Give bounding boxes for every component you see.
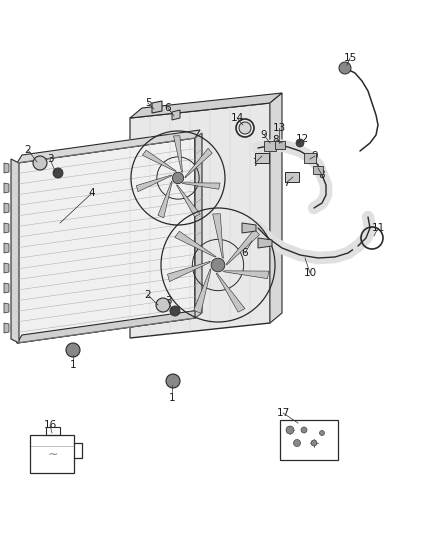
Polygon shape bbox=[285, 172, 299, 182]
Text: 15: 15 bbox=[343, 53, 357, 63]
Text: 6: 6 bbox=[165, 103, 171, 113]
Text: 2: 2 bbox=[145, 290, 151, 300]
Polygon shape bbox=[17, 310, 200, 343]
Text: 7: 7 bbox=[252, 158, 258, 168]
Text: 8: 8 bbox=[319, 170, 325, 180]
Polygon shape bbox=[4, 203, 9, 213]
Polygon shape bbox=[173, 136, 182, 173]
Text: 10: 10 bbox=[304, 268, 317, 278]
Polygon shape bbox=[167, 261, 210, 281]
Circle shape bbox=[301, 427, 307, 433]
Polygon shape bbox=[158, 181, 172, 218]
Polygon shape bbox=[226, 229, 259, 265]
Circle shape bbox=[211, 258, 225, 272]
Bar bbox=[46, 427, 60, 435]
Text: 16: 16 bbox=[43, 420, 57, 430]
Text: $\sim$: $\sim$ bbox=[45, 447, 59, 459]
Circle shape bbox=[156, 298, 170, 312]
Circle shape bbox=[286, 426, 294, 434]
Circle shape bbox=[66, 343, 80, 357]
Polygon shape bbox=[182, 183, 220, 189]
Circle shape bbox=[170, 306, 180, 316]
Polygon shape bbox=[195, 133, 202, 318]
Circle shape bbox=[239, 122, 251, 134]
Polygon shape bbox=[255, 153, 269, 163]
Polygon shape bbox=[304, 153, 316, 163]
Circle shape bbox=[296, 139, 304, 147]
Text: 5: 5 bbox=[145, 98, 151, 108]
Text: 3: 3 bbox=[165, 296, 171, 306]
Text: 7: 7 bbox=[283, 178, 290, 188]
Polygon shape bbox=[4, 323, 9, 333]
Polygon shape bbox=[4, 263, 9, 273]
Polygon shape bbox=[17, 130, 200, 163]
Text: 14: 14 bbox=[230, 113, 244, 123]
Polygon shape bbox=[17, 138, 195, 343]
Polygon shape bbox=[270, 93, 282, 323]
Text: 1: 1 bbox=[169, 393, 175, 403]
Circle shape bbox=[173, 172, 184, 184]
Circle shape bbox=[293, 440, 300, 447]
Polygon shape bbox=[142, 150, 177, 172]
Text: 8: 8 bbox=[273, 135, 279, 145]
Bar bbox=[280, 420, 338, 460]
Circle shape bbox=[33, 156, 47, 170]
Text: 1: 1 bbox=[70, 360, 76, 370]
Polygon shape bbox=[4, 183, 9, 193]
Polygon shape bbox=[4, 223, 9, 233]
Polygon shape bbox=[130, 103, 270, 338]
Text: 9: 9 bbox=[312, 151, 318, 161]
Circle shape bbox=[166, 374, 180, 388]
Polygon shape bbox=[212, 214, 223, 259]
Text: 4: 4 bbox=[88, 188, 95, 198]
Polygon shape bbox=[130, 93, 282, 118]
Text: 6: 6 bbox=[242, 248, 248, 258]
Text: 9: 9 bbox=[261, 130, 267, 140]
Text: 12: 12 bbox=[295, 134, 309, 144]
Polygon shape bbox=[242, 223, 256, 233]
Text: 17: 17 bbox=[276, 408, 290, 418]
Polygon shape bbox=[177, 185, 200, 217]
Polygon shape bbox=[216, 273, 245, 312]
Text: 11: 11 bbox=[371, 223, 385, 233]
Text: 13: 13 bbox=[272, 123, 286, 133]
Polygon shape bbox=[4, 303, 9, 313]
Polygon shape bbox=[264, 141, 276, 151]
Polygon shape bbox=[4, 243, 9, 253]
Polygon shape bbox=[4, 283, 9, 293]
Text: 2: 2 bbox=[25, 145, 31, 155]
Text: 3: 3 bbox=[47, 154, 53, 164]
Circle shape bbox=[319, 431, 325, 435]
Circle shape bbox=[311, 440, 317, 446]
Polygon shape bbox=[313, 166, 323, 174]
Circle shape bbox=[53, 168, 63, 178]
Polygon shape bbox=[152, 101, 162, 113]
Polygon shape bbox=[223, 271, 269, 279]
Polygon shape bbox=[258, 238, 272, 248]
Polygon shape bbox=[4, 163, 9, 173]
Polygon shape bbox=[175, 231, 216, 257]
Polygon shape bbox=[172, 110, 180, 120]
Polygon shape bbox=[11, 159, 19, 343]
Polygon shape bbox=[275, 141, 285, 149]
Bar bbox=[30, 435, 74, 473]
Polygon shape bbox=[136, 175, 172, 192]
Circle shape bbox=[339, 62, 351, 74]
Polygon shape bbox=[185, 148, 212, 178]
Polygon shape bbox=[194, 269, 211, 313]
